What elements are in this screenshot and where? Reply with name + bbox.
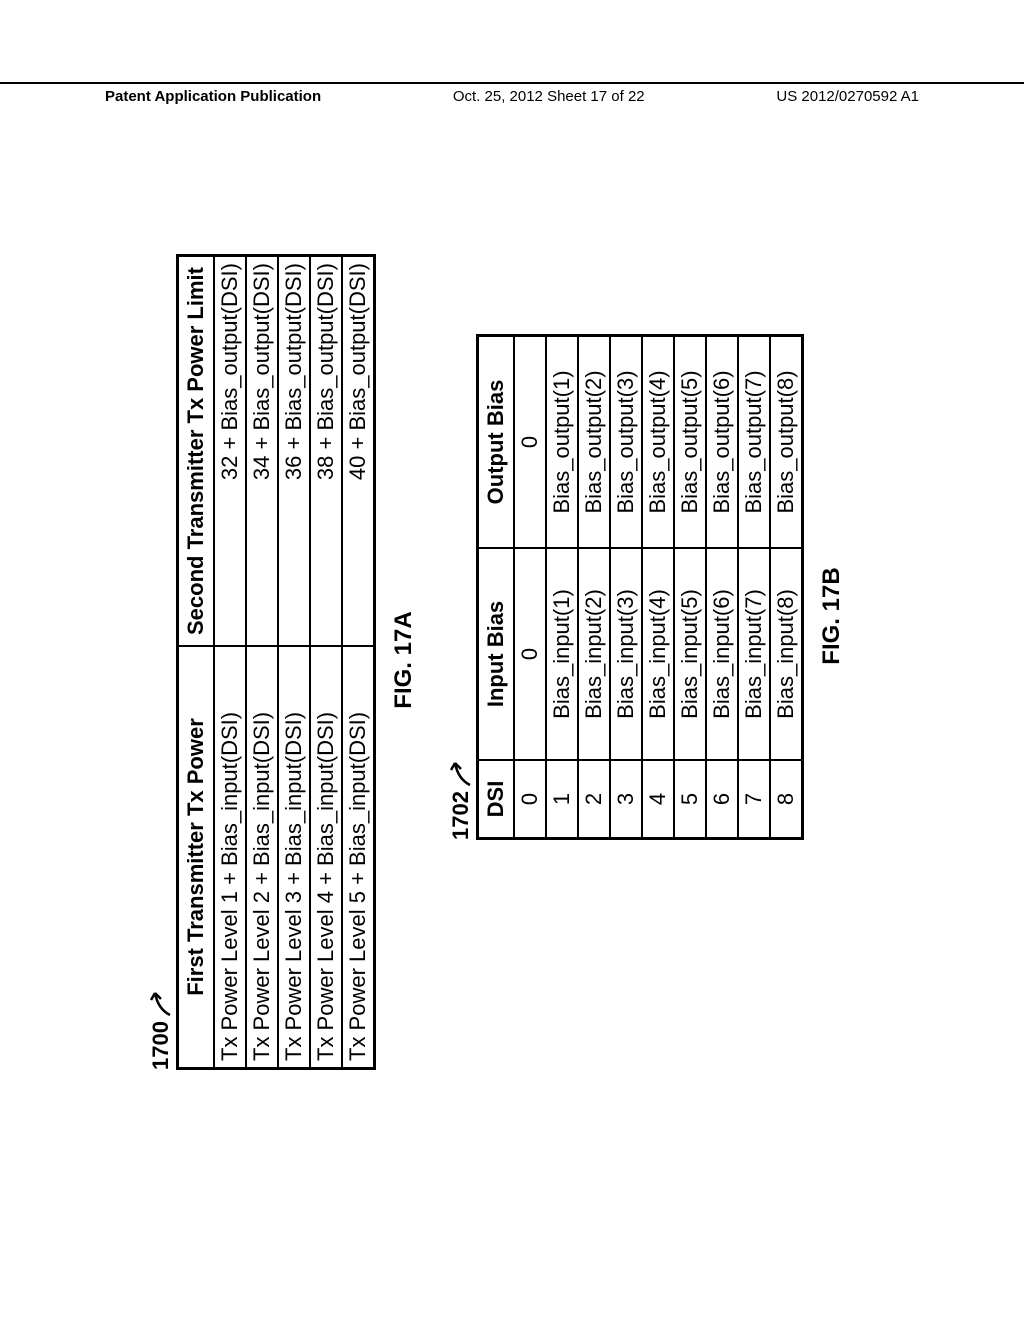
leader-arrow-icon	[150, 983, 172, 1017]
table-fig17a: First Transmitter Tx Power Second Transm…	[176, 254, 376, 1070]
cell: 34 + Bias_output(DSI)	[246, 256, 278, 646]
fig17a-ref-label: 1700	[148, 250, 174, 1070]
cell: Bias_input(5)	[674, 548, 706, 760]
table-row: 1Bias_input(1)Bias_output(1)	[546, 336, 578, 839]
cell: Bias_input(3)	[610, 548, 642, 760]
cell: Bias_input(8)	[770, 548, 803, 760]
cell: 5	[674, 760, 706, 839]
cell: 3	[610, 760, 642, 839]
fig17b-ref-number: 1702	[448, 791, 474, 840]
header-center: Oct. 25, 2012 Sheet 17 of 22	[453, 88, 645, 105]
leader-arrow-icon	[450, 753, 472, 787]
cell: 8	[770, 760, 803, 839]
cell: 40 + Bias_output(DSI)	[342, 256, 375, 646]
cell: 32 + Bias_output(DSI)	[214, 256, 246, 646]
table-row: Tx Power Level 3 + Bias_input(DSI)36 + B…	[278, 256, 310, 1069]
cell: Bias_input(1)	[546, 548, 578, 760]
table-row: 6Bias_input(6)Bias_output(6)	[706, 336, 738, 839]
table-row: 7Bias_input(7)Bias_output(7)	[738, 336, 770, 839]
cell: Bias_output(6)	[706, 336, 738, 549]
table-row: 8Bias_input(8)Bias_output(8)	[770, 336, 803, 839]
cell: 1	[546, 760, 578, 839]
table-row: 3Bias_input(3)Bias_output(3)	[610, 336, 642, 839]
cell: Tx Power Level 3 + Bias_input(DSI)	[278, 646, 310, 1069]
cell: 4	[642, 760, 674, 839]
cell: 2	[578, 760, 610, 839]
cell: 6	[706, 760, 738, 839]
cell: 0	[514, 336, 546, 549]
fig17a-caption: FIG. 17A	[390, 250, 418, 1070]
col-header: DSI	[478, 760, 515, 839]
fig17b-ref-label: 1702	[448, 250, 474, 840]
cell: 0	[514, 548, 546, 760]
table-row: Tx Power Level 5 + Bias_input(DSI)40 + B…	[342, 256, 375, 1069]
table-row: 2Bias_input(2)Bias_output(2)	[578, 336, 610, 839]
col-header: Output Bias	[478, 336, 515, 549]
cell: Bias_output(1)	[546, 336, 578, 549]
page-header: Patent Application Publication Oct. 25, …	[0, 82, 1024, 105]
table-row: 5Bias_input(5)Bias_output(5)	[674, 336, 706, 839]
table-row: Tx Power Level 2 + Bias_input(DSI)34 + B…	[246, 256, 278, 1069]
table-row: 000	[514, 336, 546, 839]
cell: Bias_output(7)	[738, 336, 770, 549]
cell: Bias_output(5)	[674, 336, 706, 549]
table-row: Tx Power Level 4 + Bias_input(DSI)38 + B…	[310, 256, 342, 1069]
cell: Bias_input(7)	[738, 548, 770, 760]
col-header: Input Bias	[478, 548, 515, 760]
table-header-row: First Transmitter Tx Power Second Transm…	[178, 256, 215, 1069]
cell: Tx Power Level 5 + Bias_input(DSI)	[342, 646, 375, 1069]
cell: Tx Power Level 4 + Bias_input(DSI)	[310, 646, 342, 1069]
cell: Bias_output(3)	[610, 336, 642, 549]
cell: Bias_output(8)	[770, 336, 803, 549]
table-row: 4Bias_input(4)Bias_output(4)	[642, 336, 674, 839]
col-header: Second Transmitter Tx Power Limit	[178, 256, 215, 646]
cell: Bias_input(4)	[642, 548, 674, 760]
fig17a-ref-number: 1700	[148, 1021, 174, 1070]
cell: Bias_output(4)	[642, 336, 674, 549]
table-fig17b: DSI Input Bias Output Bias 000 1Bias_inp…	[476, 334, 804, 840]
rotated-content: 1700 First Transmitter Tx Power Second T…	[148, 250, 876, 1070]
cell: Bias_input(6)	[706, 548, 738, 760]
cell: Bias_output(2)	[578, 336, 610, 549]
table-row: Tx Power Level 1 + Bias_input(DSI)32 + B…	[214, 256, 246, 1069]
col-header: First Transmitter Tx Power	[178, 646, 215, 1069]
table-header-row: DSI Input Bias Output Bias	[478, 336, 515, 839]
cell: 36 + Bias_output(DSI)	[278, 256, 310, 646]
fig17b-caption: FIG. 17B	[818, 392, 846, 840]
cell: Bias_input(2)	[578, 548, 610, 760]
cell: 7	[738, 760, 770, 839]
cell: Tx Power Level 1 + Bias_input(DSI)	[214, 646, 246, 1069]
cell: Tx Power Level 2 + Bias_input(DSI)	[246, 646, 278, 1069]
header-left: Patent Application Publication	[0, 88, 321, 105]
header-right: US 2012/0270592 A1	[776, 88, 1024, 105]
cell: 0	[514, 760, 546, 839]
cell: 38 + Bias_output(DSI)	[310, 256, 342, 646]
